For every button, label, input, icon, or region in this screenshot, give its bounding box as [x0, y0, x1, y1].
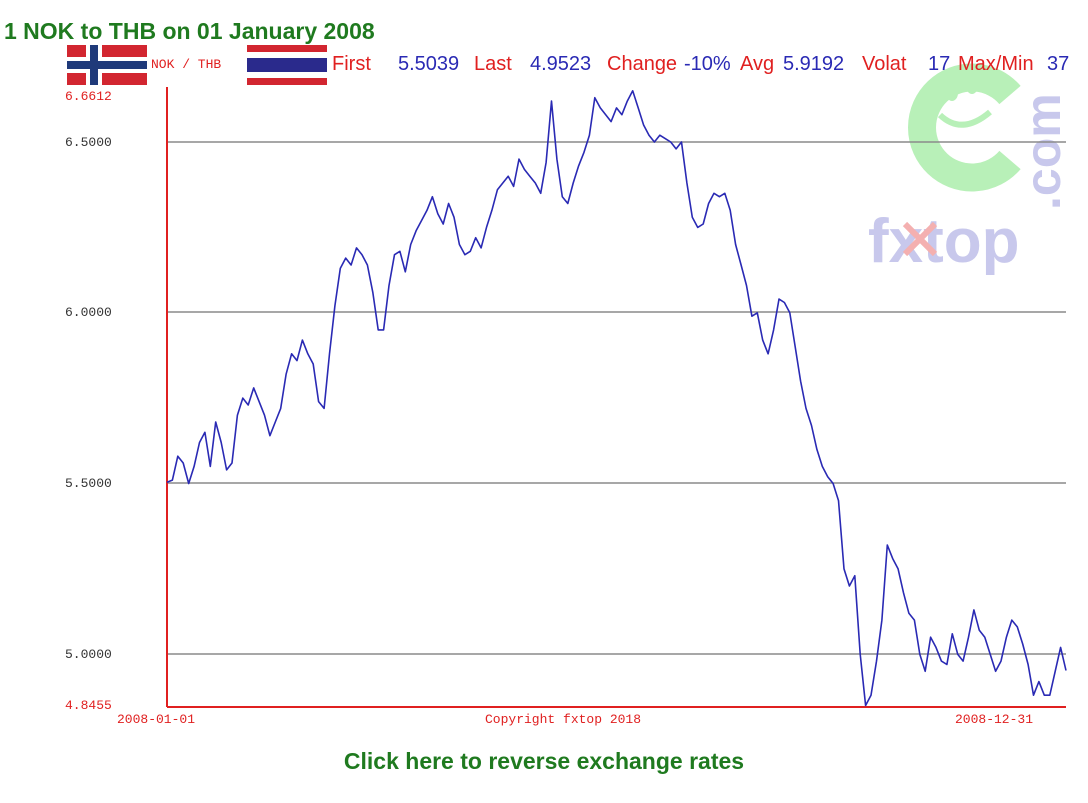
reverse-exchange-rates-link[interactable]: Click here to reverse exchange rates — [343, 748, 745, 774]
stat-avg-value: 5.9192 — [783, 53, 844, 75]
stat-first-value: 5.5039 — [398, 53, 459, 75]
stat-avg-label: Avg — [740, 53, 774, 75]
stat-volat-value: 17 — [928, 53, 950, 75]
y-tick-min: 4.8455 — [65, 698, 112, 713]
watermark-cross-icon — [902, 221, 938, 257]
y-tick-5-5000: 5.5000 — [65, 476, 112, 491]
norway-flag-icon — [67, 45, 147, 85]
x-tick-start: 2008-01-01 — [117, 712, 195, 727]
stat-first-label: First — [332, 53, 371, 75]
stat-maxmin-value: 37 — [1047, 53, 1069, 75]
y-tick-6-0000: 6.0000 — [65, 305, 112, 320]
stat-change-label: Change — [607, 53, 677, 75]
stats-header: First 5.5039 Last 4.9523 Change -10% Avg… — [332, 53, 1069, 75]
currency-pair-label: NOK / THB — [151, 57, 221, 72]
x-tick-end: 2008-12-31 — [955, 712, 1033, 727]
stat-last-label: Last — [474, 53, 512, 75]
grid — [167, 141, 1066, 655]
stat-last-value: 4.9523 — [530, 53, 591, 75]
nok-thb-series-line — [166, 90, 1067, 707]
watermark-brand: fxtop — [868, 207, 1020, 276]
stat-volat-label: Volat — [862, 53, 907, 75]
stat-change-value: -10% — [684, 53, 731, 75]
y-tick-5-0000: 5.0000 — [65, 647, 112, 662]
thailand-flag-icon — [247, 45, 327, 85]
y-tick-6-5000: 6.5000 — [65, 135, 112, 150]
page-title: 1 NOK to THB on 01 January 2008 — [4, 18, 375, 44]
y-tick-labels: 6.6612 6.5000 6.0000 5.5000 5.0000 4.845… — [65, 89, 112, 713]
y-tick-max: 6.6612 — [65, 89, 112, 104]
stat-maxmin-label: Max/Min — [958, 53, 1034, 75]
watermark-suffix: .com — [1015, 93, 1071, 210]
chart-copyright: Copyright fxtop 2018 — [485, 712, 641, 727]
smiley-logo-icon — [908, 63, 1021, 192]
fxtop-watermark: fxtop .com — [868, 63, 1071, 276]
